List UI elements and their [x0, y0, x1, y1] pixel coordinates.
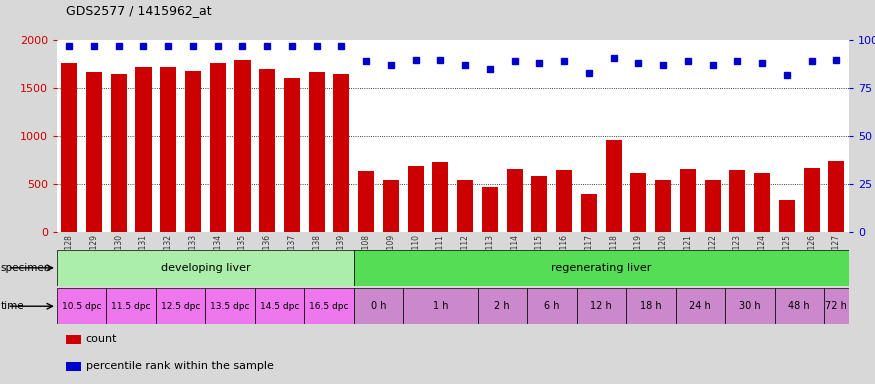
- Text: 13.5 dpc: 13.5 dpc: [210, 302, 250, 311]
- Text: developing liver: developing liver: [160, 263, 250, 273]
- Bar: [803, 168, 820, 232]
- Bar: [107, 288, 156, 324]
- Text: 6 h: 6 h: [544, 301, 559, 311]
- Bar: [160, 67, 176, 232]
- Bar: [403, 288, 478, 324]
- Bar: [630, 173, 647, 232]
- Bar: [66, 362, 81, 371]
- Text: 1 h: 1 h: [433, 301, 448, 311]
- Bar: [482, 187, 498, 232]
- Bar: [432, 162, 449, 232]
- Bar: [730, 170, 746, 232]
- Text: 30 h: 30 h: [739, 301, 760, 311]
- Text: 24 h: 24 h: [690, 301, 711, 311]
- Bar: [57, 288, 107, 324]
- Bar: [408, 166, 423, 232]
- Text: 2 h: 2 h: [494, 301, 510, 311]
- Bar: [309, 72, 325, 232]
- Text: 48 h: 48 h: [788, 301, 810, 311]
- Text: 12.5 dpc: 12.5 dpc: [161, 302, 200, 311]
- Text: 11.5 dpc: 11.5 dpc: [111, 302, 150, 311]
- Bar: [111, 74, 127, 232]
- Bar: [86, 72, 102, 232]
- Bar: [704, 180, 721, 232]
- Bar: [655, 180, 671, 232]
- Bar: [829, 161, 844, 232]
- Text: 12 h: 12 h: [591, 301, 612, 311]
- Bar: [577, 288, 626, 324]
- Text: specimen: specimen: [1, 263, 52, 273]
- Bar: [606, 140, 622, 232]
- Bar: [556, 170, 572, 232]
- Bar: [774, 288, 824, 324]
- Bar: [581, 194, 597, 232]
- Bar: [676, 288, 725, 324]
- Text: GDS2577 / 1415962_at: GDS2577 / 1415962_at: [66, 4, 211, 17]
- Bar: [680, 169, 696, 232]
- Bar: [61, 63, 77, 232]
- Bar: [259, 69, 276, 232]
- Bar: [304, 288, 354, 324]
- Bar: [156, 288, 206, 324]
- Text: time: time: [1, 301, 24, 311]
- Text: 16.5 dpc: 16.5 dpc: [310, 302, 349, 311]
- Text: 0 h: 0 h: [371, 301, 387, 311]
- Text: count: count: [86, 334, 117, 344]
- Bar: [136, 67, 151, 232]
- Bar: [507, 169, 522, 232]
- Bar: [383, 180, 399, 232]
- Bar: [57, 250, 354, 286]
- Text: 18 h: 18 h: [640, 301, 662, 311]
- Text: percentile rank within the sample: percentile rank within the sample: [86, 361, 274, 371]
- Bar: [478, 288, 527, 324]
- Bar: [358, 171, 374, 232]
- Bar: [457, 180, 473, 232]
- Bar: [779, 200, 794, 232]
- Bar: [354, 288, 403, 324]
- Bar: [725, 288, 774, 324]
- Bar: [234, 61, 250, 232]
- Bar: [333, 74, 349, 232]
- Bar: [284, 78, 300, 232]
- Bar: [354, 250, 849, 286]
- Text: 14.5 dpc: 14.5 dpc: [260, 302, 299, 311]
- Bar: [754, 173, 770, 232]
- Bar: [206, 288, 255, 324]
- Bar: [210, 63, 226, 232]
- Bar: [626, 288, 676, 324]
- Text: regenerating liver: regenerating liver: [551, 263, 652, 273]
- Bar: [824, 288, 849, 324]
- Bar: [66, 335, 81, 344]
- Text: 10.5 dpc: 10.5 dpc: [62, 302, 102, 311]
- Text: 72 h: 72 h: [825, 301, 847, 311]
- Bar: [527, 288, 577, 324]
- Bar: [255, 288, 304, 324]
- Bar: [531, 176, 548, 232]
- Bar: [185, 71, 201, 232]
